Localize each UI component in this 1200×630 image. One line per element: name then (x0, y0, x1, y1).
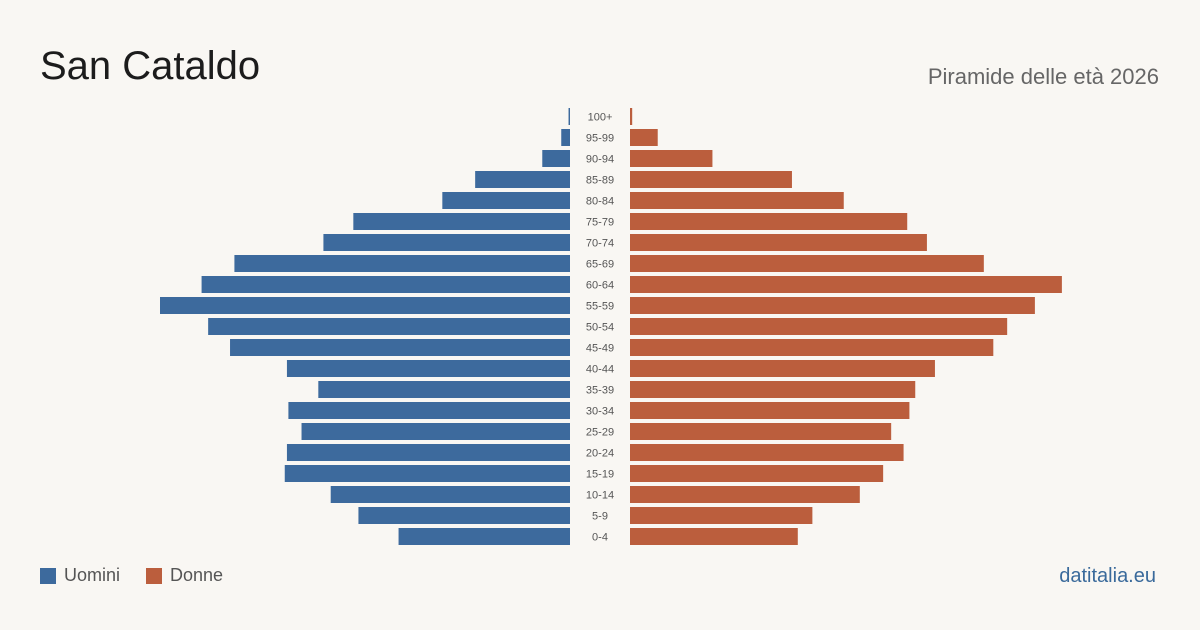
age-label-15-19: 15-19 (586, 469, 614, 481)
male-bar-60-64 (201, 276, 571, 293)
age-label-60-64: 60-64 (586, 280, 614, 292)
age-label-25-29: 25-29 (586, 427, 614, 439)
age-label-35-39: 35-39 (586, 385, 614, 397)
female-bar-0-4 (630, 528, 798, 545)
male-bar-65-69 (234, 255, 570, 272)
age-label-40-44: 40-44 (586, 364, 614, 376)
legend: Uomini Donne (40, 565, 249, 586)
chart-subtitle: Piramide delle età 2026 (927, 64, 1159, 89)
female-bar-75-79 (630, 213, 908, 230)
female-bar-90-94 (630, 150, 713, 167)
age-label-10-14: 10-14 (586, 490, 614, 502)
male-bar-20-24 (286, 444, 570, 461)
age-label-65-69: 65-69 (586, 259, 614, 271)
male-bar-15-19 (284, 465, 570, 482)
male-bar-50-54 (208, 318, 570, 335)
female-series-bars (630, 108, 1062, 545)
female-bar-5-9 (630, 507, 813, 524)
female-bar-85-89 (630, 171, 792, 188)
male-swatch (40, 567, 56, 584)
male-bar-40-44 (286, 360, 570, 377)
legend-item-female: Donne (146, 565, 223, 586)
legend-label-female: Donne (170, 565, 224, 585)
age-label-5-9: 5-9 (592, 511, 608, 523)
age-label-75-79: 75-79 (586, 217, 614, 229)
male-bar-75-79 (353, 213, 570, 230)
male-bar-10-14 (330, 486, 570, 503)
female-bar-25-29 (630, 423, 892, 440)
age-label-85-89: 85-89 (586, 175, 614, 187)
male-bar-85-89 (475, 171, 570, 188)
female-bar-50-54 (630, 318, 1008, 335)
male-bar-100+ (568, 108, 570, 125)
male-bar-25-29 (301, 423, 570, 440)
legend-item-male: Uomini (40, 565, 120, 586)
male-bar-30-34 (288, 402, 570, 419)
age-label-20-24: 20-24 (586, 448, 614, 460)
female-swatch (146, 567, 163, 584)
age-label-50-54: 50-54 (586, 322, 614, 334)
female-bar-55-59 (630, 297, 1035, 314)
female-bar-10-14 (630, 486, 860, 503)
age-label-80-84: 80-84 (586, 196, 614, 208)
male-bar-70-74 (323, 234, 570, 251)
male-bar-55-59 (160, 297, 570, 314)
age-label-30-34: 30-34 (586, 406, 614, 418)
female-bar-80-84 (630, 192, 844, 209)
male-bar-90-94 (542, 150, 570, 167)
age-label-90-94: 90-94 (586, 154, 614, 166)
male-bar-0-4 (398, 528, 570, 545)
age-label-95-99: 95-99 (586, 133, 614, 145)
age-label-55-59: 55-59 (586, 301, 614, 313)
legend-label-male: Uomini (64, 565, 121, 585)
female-bar-70-74 (630, 234, 927, 251)
age-label-100+: 100+ (588, 112, 613, 124)
male-bar-45-49 (230, 339, 570, 356)
age-label-70-74: 70-74 (586, 238, 614, 250)
female-bar-95-99 (630, 129, 658, 146)
age-label-0-4: 0-4 (592, 532, 608, 544)
male-bar-35-39 (318, 381, 570, 398)
female-bar-30-34 (630, 402, 910, 419)
male-bar-95-99 (561, 129, 570, 146)
age-label-45-49: 45-49 (586, 343, 614, 355)
female-bar-65-69 (630, 255, 984, 272)
male-bar-80-84 (442, 192, 570, 209)
male-bar-5-9 (358, 507, 570, 524)
female-bar-35-39 (630, 381, 916, 398)
male-series-bars (160, 108, 571, 545)
female-bar-45-49 (630, 339, 994, 356)
female-bar-15-19 (630, 465, 884, 482)
female-bar-60-64 (630, 276, 1062, 293)
age-group-labels: 100+ 95-99 90-94 85-89 80-84 75-79 70-74 65-69 6… (586, 112, 614, 544)
female-bar-100+ (630, 108, 633, 125)
chart-title: San Cataldo (40, 44, 261, 88)
site-link[interactable]: datitalia.eu (1059, 565, 1156, 587)
female-bar-40-44 (630, 360, 935, 377)
female-bar-20-24 (630, 444, 904, 461)
